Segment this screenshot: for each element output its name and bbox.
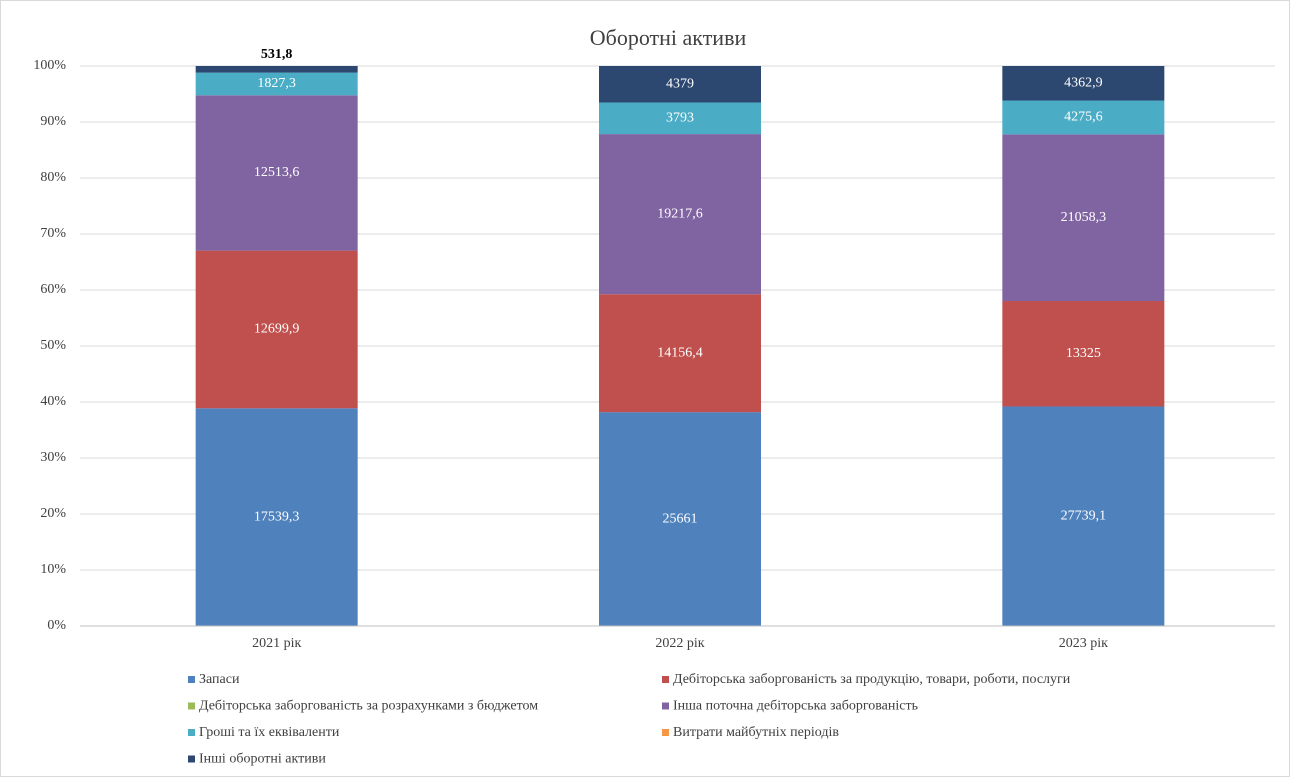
legend-swatch bbox=[188, 729, 195, 736]
data-label: 1827,3 bbox=[257, 76, 296, 91]
bar-segment bbox=[195, 95, 358, 251]
y-tick-label: 70% bbox=[40, 226, 66, 241]
legend-swatch bbox=[188, 702, 195, 710]
data-label: 3793 bbox=[666, 111, 694, 126]
x-tick-label: 2021 рік bbox=[252, 636, 301, 651]
chart-title: Оборотні активи bbox=[590, 25, 747, 50]
legend-label: Витрати майбутніх періодів bbox=[673, 725, 839, 740]
y-tick-label: 20% bbox=[40, 506, 66, 521]
data-label: 21058,3 bbox=[1061, 210, 1107, 225]
y-tick-label: 60% bbox=[40, 282, 66, 297]
y-tick-label: 50% bbox=[40, 338, 66, 353]
legend-swatch bbox=[662, 676, 669, 683]
bar-segment bbox=[1002, 406, 1165, 626]
y-tick-label: 40% bbox=[40, 394, 66, 409]
data-label: 12699,9 bbox=[254, 322, 300, 337]
bar-segment bbox=[1002, 66, 1165, 101]
legend-swatch bbox=[662, 702, 669, 710]
bar-segment bbox=[195, 408, 358, 626]
data-label: 12513,6 bbox=[254, 165, 300, 180]
legend-label: Інші оборотні активи bbox=[199, 752, 326, 767]
legend-label: Гроші та їх еквіваленти bbox=[199, 725, 340, 740]
y-tick-label: 0% bbox=[47, 618, 66, 633]
data-label: 4275,6 bbox=[1064, 110, 1103, 125]
data-label: 27739,1 bbox=[1061, 508, 1107, 523]
data-label: 25661 bbox=[663, 511, 698, 526]
y-tick-label: 90% bbox=[40, 114, 66, 129]
y-tick-label: 10% bbox=[40, 562, 66, 577]
legend-swatch bbox=[188, 676, 195, 683]
legend-swatch bbox=[188, 755, 195, 763]
legend-label: Дебіторська заборгованість за розрахунка… bbox=[199, 699, 538, 714]
y-tick-label: 80% bbox=[40, 170, 66, 185]
data-label: 4362,9 bbox=[1064, 75, 1103, 90]
bar-segment bbox=[599, 294, 761, 413]
data-label: 14156,4 bbox=[657, 345, 703, 360]
data-label: 531,8 bbox=[261, 47, 293, 62]
data-label: 19217,6 bbox=[657, 206, 703, 221]
bar-segment bbox=[599, 134, 761, 295]
bar-segment bbox=[195, 250, 358, 409]
bar-segment bbox=[195, 66, 358, 73]
y-tick-label: 100% bbox=[33, 58, 66, 73]
bar-segment bbox=[599, 102, 761, 135]
bar-segment bbox=[1002, 100, 1165, 135]
legend-label: Запаси bbox=[199, 672, 240, 687]
data-label: 4379 bbox=[666, 76, 694, 91]
bar-segment bbox=[195, 72, 358, 96]
bar-segment bbox=[599, 66, 761, 103]
data-label: 17539,3 bbox=[254, 509, 300, 524]
x-tick-label: 2023 рік bbox=[1059, 636, 1108, 651]
legend-label: Дебіторська заборгованість за продукцію,… bbox=[673, 672, 1071, 687]
bar-segment bbox=[1002, 134, 1165, 302]
data-label: 13325 bbox=[1066, 346, 1101, 361]
legend-label: Інша поточна дебіторська заборгованість bbox=[673, 699, 918, 714]
bar-segment bbox=[599, 412, 761, 626]
legend-swatch bbox=[662, 729, 669, 736]
bar-segment bbox=[1002, 301, 1165, 407]
y-tick-label: 30% bbox=[40, 450, 66, 465]
x-tick-label: 2022 рік bbox=[655, 636, 704, 651]
